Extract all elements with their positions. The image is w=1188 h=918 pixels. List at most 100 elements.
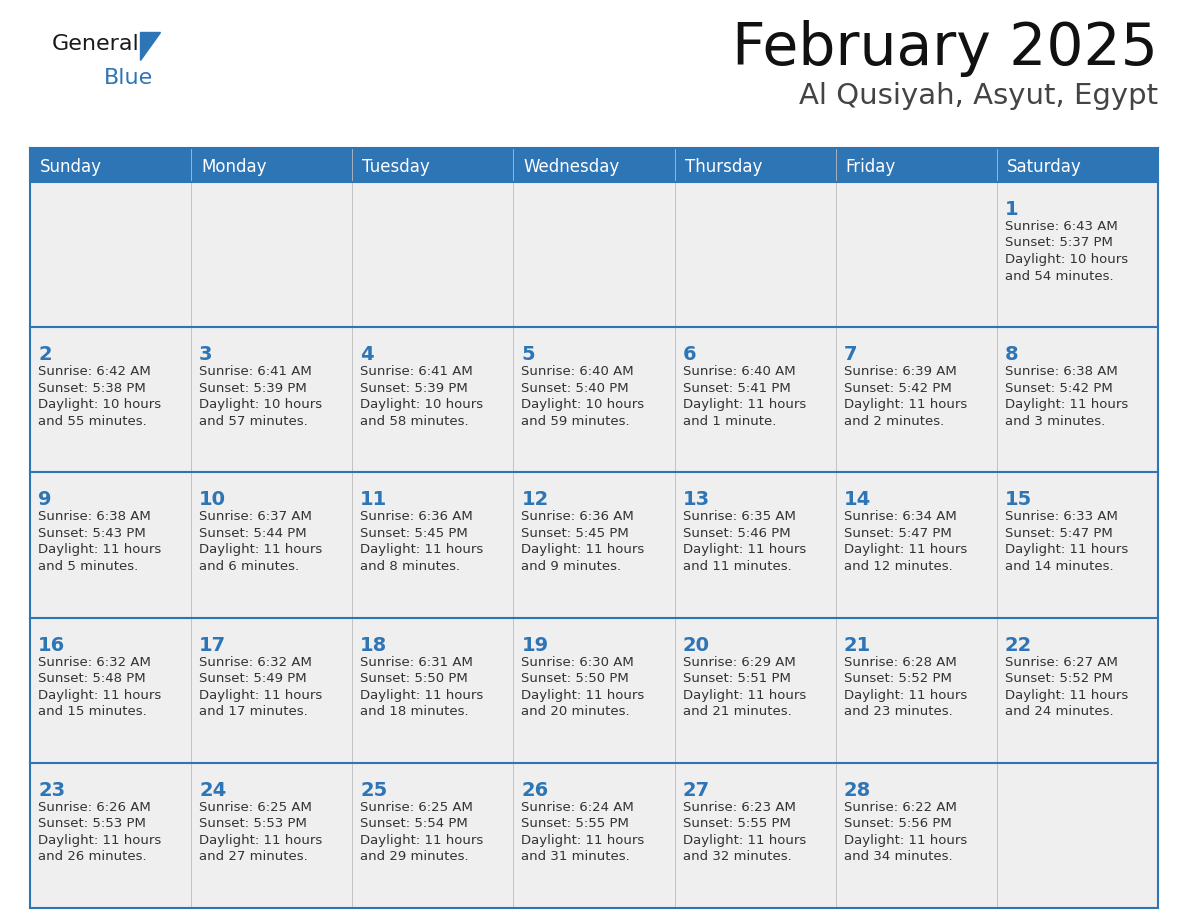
Text: 23: 23 (38, 781, 65, 800)
Text: Sunrise: 6:41 AM: Sunrise: 6:41 AM (200, 365, 312, 378)
Text: Sunset: 5:55 PM: Sunset: 5:55 PM (683, 817, 790, 830)
Text: Thursday: Thursday (684, 158, 762, 176)
Text: Sunset: 5:55 PM: Sunset: 5:55 PM (522, 817, 630, 830)
Bar (353, 327, 513, 473)
Text: and 9 minutes.: and 9 minutes. (522, 560, 621, 573)
Text: Sunrise: 6:35 AM: Sunrise: 6:35 AM (683, 510, 796, 523)
Text: and 17 minutes.: and 17 minutes. (200, 705, 308, 718)
Text: 5: 5 (522, 345, 535, 364)
Text: Sunset: 5:52 PM: Sunset: 5:52 PM (843, 672, 952, 685)
Bar (835, 473, 997, 618)
Text: 8: 8 (1005, 345, 1018, 364)
Text: Daylight: 10 hours: Daylight: 10 hours (522, 398, 645, 411)
Text: Sunrise: 6:31 AM: Sunrise: 6:31 AM (360, 655, 473, 668)
Text: 14: 14 (843, 490, 871, 509)
Text: Daylight: 11 hours: Daylight: 11 hours (360, 543, 484, 556)
Text: Sunset: 5:49 PM: Sunset: 5:49 PM (200, 672, 307, 685)
Text: and 29 minutes.: and 29 minutes. (360, 850, 469, 863)
Text: Sunday: Sunday (40, 158, 102, 176)
Text: Sunrise: 6:32 AM: Sunrise: 6:32 AM (38, 655, 151, 668)
Text: and 1 minute.: and 1 minute. (683, 415, 776, 428)
Text: and 59 minutes.: and 59 minutes. (522, 415, 630, 428)
Text: and 27 minutes.: and 27 minutes. (200, 850, 308, 863)
Text: Daylight: 10 hours: Daylight: 10 hours (200, 398, 322, 411)
Text: Sunrise: 6:36 AM: Sunrise: 6:36 AM (522, 510, 634, 523)
Text: and 15 minutes.: and 15 minutes. (38, 705, 147, 718)
Text: Sunrise: 6:34 AM: Sunrise: 6:34 AM (843, 510, 956, 523)
Text: and 24 minutes.: and 24 minutes. (1005, 705, 1113, 718)
Text: Sunrise: 6:23 AM: Sunrise: 6:23 AM (683, 800, 796, 813)
Text: Daylight: 11 hours: Daylight: 11 hours (200, 688, 322, 701)
Text: 4: 4 (360, 345, 374, 364)
Text: Daylight: 11 hours: Daylight: 11 hours (1005, 398, 1129, 411)
Text: and 32 minutes.: and 32 minutes. (683, 850, 791, 863)
Text: Sunset: 5:54 PM: Sunset: 5:54 PM (360, 817, 468, 830)
Text: Sunset: 5:50 PM: Sunset: 5:50 PM (360, 672, 468, 685)
Text: and 12 minutes.: and 12 minutes. (843, 560, 953, 573)
Bar (675, 473, 835, 618)
Text: Sunrise: 6:27 AM: Sunrise: 6:27 AM (1005, 655, 1118, 668)
Text: Daylight: 11 hours: Daylight: 11 hours (843, 688, 967, 701)
Text: and 8 minutes.: and 8 minutes. (360, 560, 461, 573)
Text: 19: 19 (522, 635, 549, 655)
Bar (191, 618, 353, 763)
Bar (513, 473, 675, 618)
Text: Sunset: 5:47 PM: Sunset: 5:47 PM (843, 527, 952, 540)
Text: Sunset: 5:56 PM: Sunset: 5:56 PM (843, 817, 952, 830)
Bar (30, 763, 191, 908)
Text: 27: 27 (683, 781, 709, 800)
Text: Sunset: 5:40 PM: Sunset: 5:40 PM (522, 382, 630, 395)
Text: 3: 3 (200, 345, 213, 364)
Text: Daylight: 11 hours: Daylight: 11 hours (683, 688, 805, 701)
Text: 26: 26 (522, 781, 549, 800)
Text: Daylight: 11 hours: Daylight: 11 hours (38, 543, 162, 556)
Text: Sunrise: 6:42 AM: Sunrise: 6:42 AM (38, 365, 151, 378)
Text: Daylight: 11 hours: Daylight: 11 hours (522, 834, 645, 846)
Bar (191, 327, 353, 473)
Text: and 5 minutes.: and 5 minutes. (38, 560, 138, 573)
Bar (675, 763, 835, 908)
Text: 24: 24 (200, 781, 227, 800)
Text: 13: 13 (683, 490, 709, 509)
Bar (997, 763, 1158, 908)
Text: and 6 minutes.: and 6 minutes. (200, 560, 299, 573)
Text: Sunrise: 6:41 AM: Sunrise: 6:41 AM (360, 365, 473, 378)
Text: 10: 10 (200, 490, 226, 509)
Text: and 20 minutes.: and 20 minutes. (522, 705, 630, 718)
Text: General: General (52, 34, 140, 54)
Text: and 3 minutes.: and 3 minutes. (1005, 415, 1105, 428)
Bar (513, 182, 675, 327)
Bar (191, 148, 353, 182)
Text: Sunset: 5:42 PM: Sunset: 5:42 PM (843, 382, 952, 395)
Text: Sunrise: 6:37 AM: Sunrise: 6:37 AM (200, 510, 312, 523)
Text: 6: 6 (683, 345, 696, 364)
Text: Al Qusiyah, Asyut, Egypt: Al Qusiyah, Asyut, Egypt (798, 82, 1158, 110)
Bar (353, 148, 513, 182)
Bar (353, 618, 513, 763)
Text: Sunset: 5:48 PM: Sunset: 5:48 PM (38, 672, 146, 685)
Text: Sunset: 5:41 PM: Sunset: 5:41 PM (683, 382, 790, 395)
Text: Daylight: 11 hours: Daylight: 11 hours (683, 398, 805, 411)
Bar (30, 182, 191, 327)
Text: Sunset: 5:47 PM: Sunset: 5:47 PM (1005, 527, 1113, 540)
Text: 7: 7 (843, 345, 858, 364)
Text: Wednesday: Wednesday (524, 158, 620, 176)
Text: Daylight: 10 hours: Daylight: 10 hours (38, 398, 162, 411)
Text: 1: 1 (1005, 200, 1018, 219)
Text: 18: 18 (360, 635, 387, 655)
Text: 2: 2 (38, 345, 51, 364)
Bar (835, 182, 997, 327)
Bar (835, 148, 997, 182)
Text: 11: 11 (360, 490, 387, 509)
Text: 25: 25 (360, 781, 387, 800)
Bar (353, 182, 513, 327)
Text: 9: 9 (38, 490, 51, 509)
Text: and 2 minutes.: and 2 minutes. (843, 415, 944, 428)
Bar (191, 473, 353, 618)
Text: and 18 minutes.: and 18 minutes. (360, 705, 469, 718)
Text: Sunset: 5:44 PM: Sunset: 5:44 PM (200, 527, 307, 540)
Text: Sunrise: 6:25 AM: Sunrise: 6:25 AM (200, 800, 312, 813)
Text: and 21 minutes.: and 21 minutes. (683, 705, 791, 718)
Bar (675, 148, 835, 182)
Text: Sunset: 5:39 PM: Sunset: 5:39 PM (200, 382, 307, 395)
